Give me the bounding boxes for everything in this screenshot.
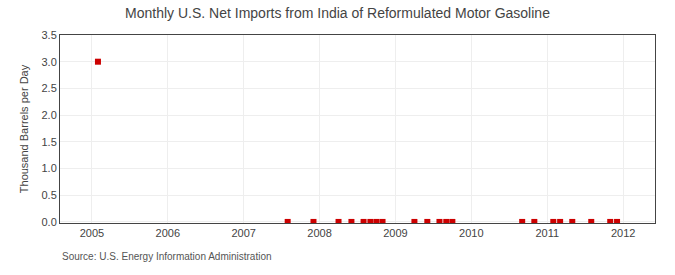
svg-text:Source: U.S. Energy Informatio: Source: U.S. Energy Information Administ…	[62, 251, 272, 262]
svg-text:2.5: 2.5	[42, 82, 57, 94]
svg-text:0.5: 0.5	[42, 189, 57, 201]
svg-text:2008: 2008	[307, 227, 331, 239]
svg-text:2.0: 2.0	[42, 109, 57, 121]
svg-text:2005: 2005	[80, 227, 104, 239]
svg-text:1.0: 1.0	[42, 162, 57, 174]
svg-text:3.0: 3.0	[42, 56, 57, 68]
svg-text:3.5: 3.5	[42, 29, 57, 41]
svg-text:2011: 2011	[535, 227, 559, 239]
svg-text:Thousand Barrels per Day: Thousand Barrels per Day	[18, 64, 30, 193]
svg-text:2006: 2006	[156, 227, 180, 239]
svg-text:2007: 2007	[231, 227, 255, 239]
svg-text:1.5: 1.5	[42, 136, 57, 148]
svg-text:2009: 2009	[383, 227, 407, 239]
svg-text:2010: 2010	[459, 227, 483, 239]
svg-text:Monthly U.S. Net Imports from: Monthly U.S. Net Imports from India of R…	[125, 5, 550, 21]
svg-text:0.0: 0.0	[42, 216, 57, 228]
svg-text:2012: 2012	[611, 227, 635, 239]
